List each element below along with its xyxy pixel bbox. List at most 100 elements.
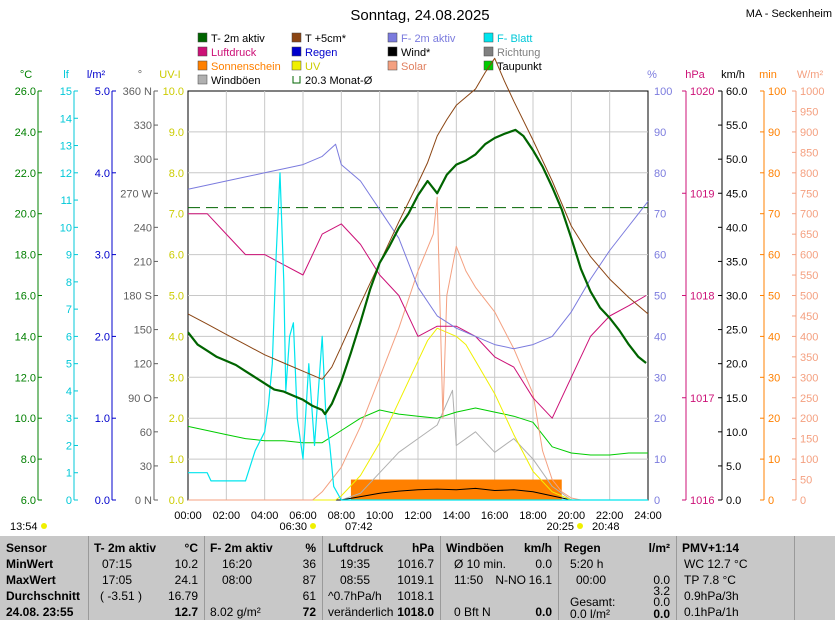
temp-avg: 16.79 (167, 589, 198, 603)
label-avg: Durchschnitt (6, 589, 81, 603)
rain-tick-label: 2.0 (95, 331, 110, 343)
wind-tick-label: 50.0 (726, 154, 747, 166)
solar-tick-label: 600 (800, 250, 818, 262)
legend-label: Richtung (497, 47, 540, 59)
hum-tick-label: 50 (654, 291, 666, 303)
solar-tick-label: 400 (800, 331, 818, 343)
wind-tick-label: 35.0 (726, 256, 747, 268)
wind-max: 16.1 (528, 573, 552, 587)
rain-tick-label: 0.0 (95, 495, 110, 507)
solar-tick-label: 850 (800, 147, 818, 159)
rain-tick-label: 4.0 (95, 168, 110, 180)
label-min: MinWert (6, 557, 54, 571)
press-forecast: veränderlich (328, 605, 394, 619)
chart-title: Sonntag, 24.08.2025 (350, 7, 489, 24)
solar-tick-label: 300 (800, 372, 818, 384)
leaf-tick-label: 12 (60, 168, 72, 180)
temp-head: T- 2m aktiv (94, 541, 157, 555)
wind-tick-label: 10.0 (726, 427, 747, 439)
rain-tick-label: 1.0 (95, 413, 110, 425)
leaf-tick-label: 10 (60, 222, 72, 234)
press-tick-label: 1016 (690, 495, 714, 507)
series-line-uv (188, 327, 648, 501)
temp-tick-label: 8.0 (21, 454, 36, 466)
leaf-tick-label: 7 (66, 304, 72, 316)
sunmin-tick-label: 20 (768, 413, 780, 425)
solar-tick-label: 450 (800, 311, 818, 323)
press-min: 1016.7 (397, 557, 434, 571)
x-tick-label: 08:00 (328, 510, 356, 522)
solar-axis-unit: W/m² (797, 69, 824, 81)
rain-tick-label: 5.0 (95, 86, 110, 98)
series-line-taupunkt (187, 407, 648, 456)
label-max: MaxWert (6, 573, 56, 587)
legend-swatch (197, 60, 208, 71)
hum-tick-label: 30 (654, 372, 666, 384)
dir-tick-label: 90 O (128, 393, 152, 405)
dir-tick-label: 240 (134, 222, 152, 234)
dir-tick-label: 0 N (135, 495, 152, 507)
leaf-tick-label: 13 (60, 141, 72, 153)
wind-tick-label: 0.0 (726, 495, 741, 507)
press-max-time: 08:55 (340, 573, 371, 587)
temp-current: 12.7 (174, 605, 198, 619)
temp-tick-label: 14.0 (15, 331, 36, 343)
legend-label: 20.3 Monat-Ø (305, 75, 373, 87)
sunrise-icon (310, 523, 316, 529)
uv-tick-label: 5.0 (169, 291, 184, 303)
x-tick-label: 22:00 (596, 510, 624, 522)
press-tick-label: 1018 (690, 291, 714, 303)
wind-tick-label: 5.0 (726, 461, 741, 473)
press-avg: 1018.1 (397, 589, 434, 603)
press-trend: ^0.7hPa/h (328, 589, 382, 603)
solar-tick-label: 50 (800, 475, 812, 487)
dir-tick-label: 300 (134, 154, 152, 166)
legend-swatch (291, 60, 302, 71)
sunmin-tick-label: 10 (768, 454, 780, 466)
uv-tick-label: 8.0 (169, 168, 184, 180)
sunrise-time: 06:30 (279, 521, 307, 533)
sunmin-axis-unit: min (759, 69, 777, 81)
legend-label: Sonnenschein (211, 61, 281, 73)
leaf-tick-label: 1 (66, 468, 72, 480)
solar-tick-label: 250 (800, 393, 818, 405)
leaf-tick-label: 14 (60, 113, 72, 125)
wind-beaufort: 0 Bft N (454, 605, 491, 619)
rain-tick-label: 3.0 (95, 250, 110, 262)
hum-tick-label: 80 (654, 168, 666, 180)
wind-max-dir: N-NO (495, 573, 526, 587)
sunmin-tick-label: 100 (768, 86, 786, 98)
legend-label: Luftdruck (211, 47, 257, 59)
x-tick-label: 04:00 (251, 510, 279, 522)
rain-today: 0.0 (653, 573, 670, 587)
series-line-t-2m-aktiv (187, 128, 647, 416)
pmv-windchill: WC 12.7 °C (684, 557, 748, 571)
temp-tick-label: 20.0 (15, 209, 36, 221)
x-tick-label: 24:00 (634, 510, 662, 522)
x-tick-label: 14:00 (443, 510, 471, 522)
legend-swatch (387, 60, 398, 71)
legend-swatch (197, 74, 208, 85)
legend-swatch (483, 60, 494, 71)
hum-max: 87 (302, 573, 316, 587)
wind-avg: 0.0 (535, 557, 552, 571)
legend-swatch (483, 46, 494, 57)
solar-tick-label: 900 (800, 127, 818, 139)
x-tick-label: 16:00 (481, 510, 509, 522)
temp-max-time: 17:05 (102, 573, 133, 587)
leaf-tick-label: 4 (66, 386, 72, 398)
legend-swatch (291, 32, 302, 43)
sunmin-tick-label: 50 (768, 291, 780, 303)
wind-tick-label: 40.0 (726, 222, 747, 234)
sunmin-tick-label: 90 (768, 127, 780, 139)
rain-current-note: 0.0 l/m² (570, 607, 611, 621)
rain-total-label: Gesamt: (570, 595, 616, 609)
hum-unit: % (305, 541, 316, 555)
press-unit: hPa (411, 541, 434, 555)
label-sensor: Sensor (6, 541, 47, 555)
pmv-head: PMV+1:14 (682, 541, 740, 555)
leaf-tick-label: 11 (61, 195, 72, 207)
solar-tick-label: 800 (800, 168, 818, 180)
leaf-tick-label: 2 (66, 440, 72, 452)
x-tick-label: 02:00 (213, 510, 241, 522)
